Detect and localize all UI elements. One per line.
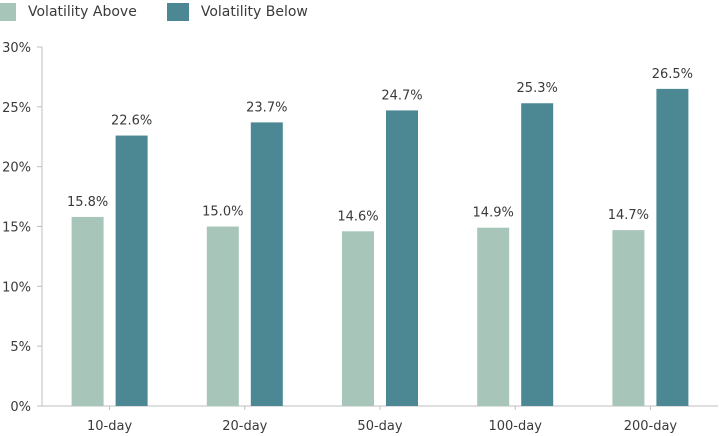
bar-volatility-above: [206, 226, 239, 406]
legend-item-volatility-below: Volatility Below: [166, 3, 308, 21]
bar-volatility-below: [521, 103, 554, 406]
bar-volatility-above: [71, 216, 104, 406]
data-label: 14.6%: [337, 209, 378, 224]
legend-swatch-volatility-below: [166, 3, 189, 21]
data-label: 24.7%: [381, 88, 422, 103]
bar-volatility-above: [612, 230, 645, 406]
legend-swatch-volatility-above: [0, 3, 16, 21]
bar-volatility-above: [477, 227, 510, 406]
y-tick-label: 5%: [10, 340, 31, 355]
data-label: 23.7%: [246, 100, 287, 115]
y-tick-label: 20%: [2, 161, 31, 176]
y-tick-label: 30%: [2, 41, 31, 56]
x-tick-label: 20-day: [222, 419, 267, 434]
data-label: 22.6%: [111, 114, 152, 129]
x-tick-label: 200-day: [624, 419, 678, 434]
y-tick-label: 10%: [2, 280, 31, 295]
data-label: 15.0%: [202, 205, 243, 220]
legend-item-volatility-above: Volatility Above: [0, 3, 137, 21]
legend-label-volatility-above: Volatility Above: [28, 4, 137, 20]
bar-volatility-below: [656, 88, 689, 406]
x-tick-label: 50-day: [357, 419, 402, 434]
bar-volatility-below: [115, 135, 148, 406]
data-label: 15.8%: [67, 195, 108, 210]
data-label: 14.9%: [473, 206, 514, 221]
data-label: 26.5%: [652, 67, 693, 82]
y-tick-label: 15%: [2, 221, 31, 236]
y-tick-label: 25%: [2, 101, 31, 116]
data-label: 25.3%: [517, 81, 558, 96]
data-label: 14.7%: [608, 208, 649, 223]
x-tick-label: 10-day: [87, 419, 132, 434]
legend-label-volatility-below: Volatility Below: [200, 4, 308, 20]
bar-volatility-below: [250, 122, 283, 406]
x-tick-label: 100-day: [488, 419, 542, 434]
y-tick-label: 0%: [10, 400, 31, 415]
bar-volatility-below: [386, 110, 418, 406]
legend: Volatility Above Volatility Below: [0, 0, 338, 24]
bar-volatility-above: [342, 231, 374, 406]
